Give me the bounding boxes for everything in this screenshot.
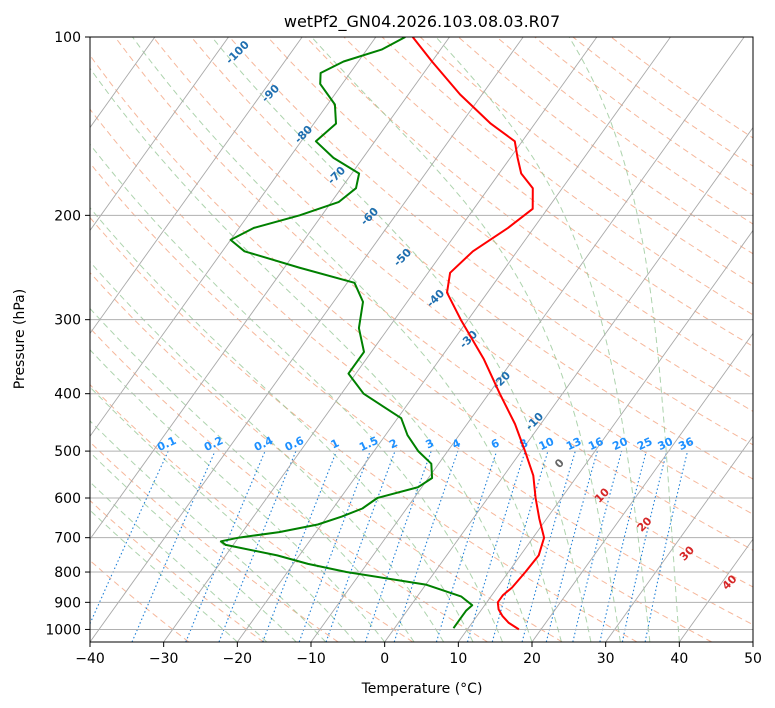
- moist-adiabat-line: [568, 37, 680, 642]
- x-tick-label: −10: [296, 651, 326, 667]
- dry-adiabat-line: [343, 37, 753, 347]
- x-tick-label: 30: [597, 651, 615, 667]
- moist-adiabat-line: [435, 37, 651, 642]
- dry-adiabat-line: [90, 499, 264, 642]
- moist-adiabat-line: [90, 509, 238, 642]
- dry-adiabat-line: [90, 271, 563, 642]
- dry-adiabat-line: [229, 37, 753, 446]
- moist-adiabat-line: [90, 206, 474, 642]
- isotherm-line: [605, 435, 753, 642]
- isotherm-line: [531, 332, 753, 642]
- y-tick-label: 500: [54, 444, 81, 460]
- moist-adiabats: [90, 37, 680, 642]
- moist-adiabat-line: [311, 37, 621, 642]
- x-axis-title: Temperature (°C): [361, 681, 483, 697]
- isotherm-line: [163, 37, 598, 642]
- mixing-ratio-line: [466, 450, 526, 642]
- mixing-ratio-label: 36: [676, 435, 696, 453]
- temperature-line: [411, 37, 546, 631]
- plot-frame: [89, 36, 754, 643]
- x-tick-label: −20: [223, 651, 253, 667]
- mixing-ratio-line: [644, 450, 689, 642]
- moist-adiabat-line: [90, 260, 445, 642]
- mixing-ratio-label: 16: [586, 435, 606, 453]
- isotherm-line: [90, 37, 229, 232]
- moist-adiabat-line: [90, 386, 356, 642]
- x-tick-label: 40: [670, 651, 688, 667]
- x-tick-label: −40: [75, 651, 105, 667]
- y-tick-label: 800: [54, 565, 81, 581]
- mixing-ratio-label: 13: [564, 435, 583, 453]
- y-tick-label: 1000: [45, 622, 81, 638]
- dry-adiabat-line: [419, 37, 753, 285]
- mixing-ratio-label: 25: [635, 435, 654, 453]
- mixing-ratio-line: [545, 450, 598, 642]
- moist-adiabat-line: [90, 67, 533, 642]
- x-tick-label: 20: [523, 651, 541, 667]
- mixing-ratio-line: [572, 450, 623, 642]
- isotherm-line: [236, 37, 671, 642]
- mixing-ratio-line: [599, 450, 647, 642]
- y-tick-label: 900: [54, 595, 81, 611]
- mixing-ratio-line: [621, 450, 668, 642]
- dry-adiabat-line: [381, 37, 753, 316]
- y-tick-label: 600: [54, 491, 81, 507]
- mixing-ratio-line: [298, 450, 371, 642]
- isotherm-line: [90, 37, 303, 335]
- dry-adiabat-line: [90, 108, 753, 626]
- plot-area: 0.1 0.2 0.4 0.6 1 1.5 2 3 4 6 8 10 13 16 20 25 30 36-100-…: [90, 37, 753, 642]
- dry-adiabat-line: [90, 327, 488, 642]
- x-tick-label: 50: [744, 651, 762, 667]
- isotherm-line: [90, 37, 450, 540]
- isotherm-line: [678, 538, 753, 642]
- mixing-ratio-line: [435, 450, 498, 642]
- moist-adiabat-line: [90, 481, 268, 642]
- dry-adiabats: [90, 37, 753, 642]
- mixing-ratio-label: 30: [656, 435, 676, 453]
- y-tick-label: 700: [54, 531, 81, 547]
- isotherm-line: [90, 37, 377, 438]
- profile-series: [220, 37, 546, 631]
- moist-adiabat-line: [90, 451, 297, 642]
- x-tick-label: −30: [149, 651, 179, 667]
- isotherm-line: [310, 37, 745, 642]
- moist-adiabat-line: [90, 307, 415, 642]
- mixing-ratio-line: [218, 450, 297, 642]
- mixing-ratio-line: [325, 450, 396, 642]
- mixing-ratio-line: [262, 450, 338, 642]
- y-tick-label: 300: [54, 313, 81, 329]
- isotherm-line: [457, 229, 753, 642]
- dry-adiabat-line: [152, 37, 753, 515]
- mixing-ratio-line: [364, 450, 432, 642]
- isobars: [90, 37, 753, 630]
- x-tick-label: 10: [449, 651, 467, 667]
- mixing-ratio-line: [521, 450, 576, 642]
- y-tick-label: 100: [54, 30, 81, 46]
- moist-adiabat-line: [211, 37, 592, 642]
- x-tick-label: 0: [380, 651, 389, 667]
- mixing-ratio-label: 10: [537, 435, 557, 453]
- y-tick-label: 400: [54, 387, 81, 403]
- mixing-ratio-line: [185, 450, 266, 642]
- chart-title: wetPf2_GN04.2026.103.08.03.R07: [284, 12, 560, 32]
- moist-adiabat-line: [132, 37, 562, 642]
- y-axis-title: Pressure (hPa): [12, 289, 28, 389]
- y-tick-label: 200: [54, 208, 81, 224]
- dry-adiabat-line: [90, 216, 638, 642]
- isotherm-line: [90, 37, 524, 642]
- y-axis: 100 200 300 400 500 600 700 800 900 1000: [45, 30, 90, 638]
- isotherms: [90, 37, 753, 642]
- x-axis: −40 −30 −20 −10 0 10 20 30 40 50: [75, 642, 762, 667]
- dewpoint-line: [220, 37, 474, 629]
- mixing-ratio-label: 20: [610, 435, 630, 453]
- isotherm-line: [384, 126, 753, 642]
- moist-adiabat-line: [90, 349, 386, 642]
- dry-adiabat-line: [90, 162, 712, 642]
- mixing-ratio-lines: [90, 450, 689, 642]
- dry-adiabat-line: [90, 54, 753, 588]
